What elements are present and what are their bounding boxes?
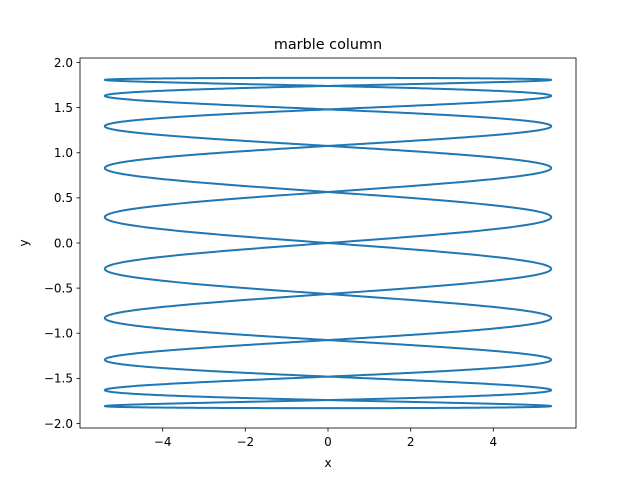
y-tick-label: 2.0	[54, 56, 73, 70]
y-tick-label: −0.5	[44, 281, 73, 295]
x-tick-label: −2	[236, 435, 254, 449]
y-tick-label: 1.5	[54, 101, 73, 115]
x-tick-label: 4	[490, 435, 498, 449]
y-tick-label: 0.0	[54, 236, 73, 250]
x-tick-label: 2	[407, 435, 415, 449]
chart-title: marble column	[274, 37, 382, 53]
y-axis-ticks: −2.0 −1.5 −1.0 −0.5 0.0 0.5 1.0 1.5 2.0	[44, 56, 80, 431]
y-axis-label: y	[17, 239, 31, 246]
x-axis-ticks: −4 −2 0 2 4	[154, 428, 497, 449]
y-tick-label: −1.5	[44, 372, 73, 386]
x-tick-label: −4	[154, 435, 172, 449]
series-layer	[103, 76, 553, 410]
x-tick-label: 0	[324, 435, 332, 449]
x-axis-label: x	[324, 456, 331, 470]
y-tick-label: 0.5	[54, 191, 73, 205]
y-tick-label: −1.0	[44, 327, 73, 341]
y-tick-label: −2.0	[44, 417, 73, 431]
series-line-0	[103, 76, 553, 410]
y-tick-label: 1.0	[54, 146, 73, 160]
